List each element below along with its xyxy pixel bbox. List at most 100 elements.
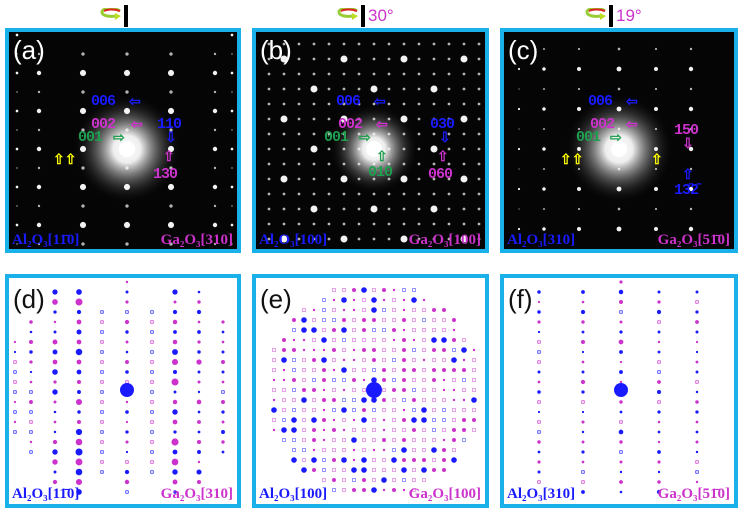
weak-reflection — [362, 438, 366, 442]
diffraction-spot — [619, 300, 623, 304]
diffraction-spot — [477, 57, 481, 61]
diffraction-spot — [401, 467, 407, 473]
diffraction-spot — [460, 115, 468, 123]
weak-reflection — [100, 380, 104, 384]
weak-reflection — [352, 368, 356, 372]
weak-reflection — [657, 360, 661, 364]
diffraction-spot — [125, 430, 129, 434]
diffraction-spot — [657, 330, 661, 334]
diffraction-spot — [123, 69, 131, 77]
diffraction-spot — [169, 128, 173, 132]
diffraction-spot — [372, 162, 376, 166]
diffraction-spot — [543, 128, 545, 130]
weak-reflection — [272, 368, 276, 372]
diffraction-spot — [391, 457, 397, 463]
diffraction-spot — [53, 380, 57, 384]
diffraction-spot — [302, 338, 306, 342]
weak-reflection — [272, 358, 276, 362]
diffraction-spot — [37, 166, 41, 170]
diffraction-spot — [196, 309, 202, 315]
weak-reflection — [422, 388, 426, 392]
transmitted-beam — [366, 382, 382, 398]
diffraction-spot — [543, 88, 545, 90]
panel-b-saed-pattern: (b) 006 ⇦ 002 ⇦ 001 ⇨ 030 ⇩ ⇧ 010 ⇧ 060 … — [252, 28, 489, 253]
diffraction-spot — [537, 290, 541, 294]
diffraction-spot — [619, 330, 623, 334]
diffraction-spot — [341, 457, 347, 463]
diffraction-spot — [430, 85, 438, 93]
diffraction-spot — [76, 489, 82, 495]
diffraction-spot — [280, 235, 288, 243]
weak-reflection — [472, 368, 476, 372]
diffraction-spot — [125, 370, 129, 374]
diffraction-spot — [452, 328, 456, 332]
diffraction-spot — [402, 308, 406, 312]
diffraction-spot — [362, 408, 366, 412]
diffraction-spot — [302, 388, 306, 392]
diffraction-spot — [542, 227, 546, 231]
weak-reflection — [312, 398, 316, 402]
diffraction-spot — [462, 42, 466, 46]
diffraction-spot — [581, 390, 585, 394]
weak-reflection — [442, 358, 446, 362]
diffraction-spot — [76, 339, 82, 345]
diffraction-spot — [619, 480, 623, 484]
diffraction-spot — [462, 162, 466, 166]
weak-reflection — [100, 420, 104, 424]
spot-label-006: 006 — [336, 93, 361, 110]
diffraction-spot — [361, 397, 367, 403]
diffraction-spot — [654, 187, 658, 191]
diffraction-spot — [301, 317, 307, 323]
diffraction-spot — [402, 458, 406, 462]
weak-reflection — [382, 358, 386, 362]
diffraction-spot — [352, 458, 356, 462]
diffraction-spot — [657, 480, 661, 484]
diffraction-spot — [402, 408, 406, 412]
diffraction-spot — [417, 42, 421, 46]
diffraction-spot — [123, 183, 131, 191]
weak-reflection — [100, 410, 104, 414]
diffraction-spot — [432, 117, 436, 121]
diffraction-spot — [37, 204, 41, 208]
diffraction-spot — [382, 398, 386, 402]
diffraction-spot — [52, 339, 58, 345]
diffraction-spot — [125, 52, 129, 56]
diffraction-spot — [452, 438, 456, 442]
diffraction-spot — [297, 162, 301, 166]
diffraction-spot — [577, 147, 581, 151]
diffraction-spot — [301, 327, 307, 333]
diffraction-spot — [281, 357, 287, 363]
al2o3-zone-axis: Al₂O₃[310] — [507, 486, 576, 502]
diffraction-spot — [619, 320, 623, 324]
weak-reflection — [312, 338, 316, 342]
diffraction-spot — [297, 87, 301, 91]
weak-reflection — [442, 408, 446, 412]
weak-reflection — [312, 368, 316, 372]
diffraction-spot — [172, 289, 178, 295]
al2o3-zone-axis: Al₂O₃[11̄0] — [12, 486, 80, 502]
diffraction-spot — [357, 237, 361, 241]
weak-reflection — [422, 328, 426, 332]
weak-reflection — [382, 338, 386, 342]
diffraction-spot — [327, 72, 331, 76]
weak-reflection — [581, 470, 585, 474]
diffraction-spot — [537, 380, 541, 384]
diffraction-spot — [357, 102, 361, 106]
diffraction-spot — [125, 360, 129, 364]
diffraction-spot — [402, 318, 406, 322]
diffraction-spot — [171, 378, 179, 386]
diffraction-spot — [688, 186, 694, 192]
diffraction-spot — [267, 72, 271, 76]
diffraction-spot — [196, 439, 202, 445]
rotation-arrow-icon — [100, 8, 121, 20]
spot-label-001: 001 — [324, 129, 349, 146]
diffraction-spot — [619, 380, 623, 384]
diffraction-spot — [618, 429, 624, 435]
diffraction-spot — [52, 389, 58, 395]
diffraction-spot — [282, 42, 286, 46]
diffraction-spot — [357, 42, 361, 46]
diffraction-spot — [124, 469, 130, 475]
diffraction-spot — [230, 33, 234, 37]
diffraction-spot — [272, 398, 276, 402]
diffraction-spot — [432, 222, 436, 226]
